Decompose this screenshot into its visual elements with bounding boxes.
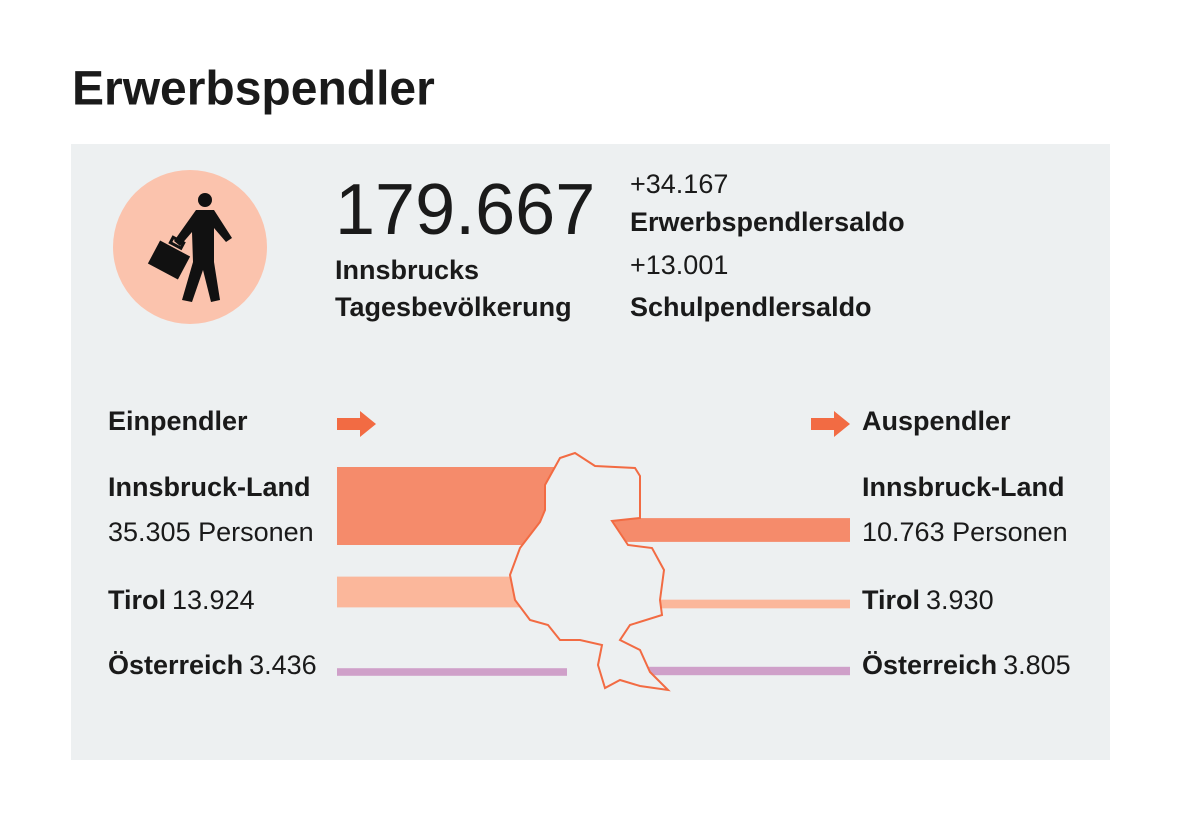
out-region-name: Tirol (862, 585, 920, 615)
balance-value: +34.167 (630, 169, 728, 199)
in-count: 13.924 (172, 585, 255, 615)
total-value: 179.667 (335, 170, 595, 250)
out-bar (610, 599, 850, 609)
out-title: Auspendler (862, 406, 1011, 436)
out-region-name: Innsbruck-Land (862, 472, 1065, 502)
balance-name: Erwerbspendlersaldo (630, 207, 905, 237)
in-count: 35.305 Personen (108, 517, 314, 547)
arrow (337, 411, 376, 437)
total-caption: Innsbrucks (335, 255, 479, 285)
title: Erwerbspendler (72, 63, 435, 116)
in-region-name: Österreich (108, 650, 243, 680)
flow-labels: Innsbruck-Land 35.305 Personen Innsbruck-L… (108, 472, 1071, 680)
out-count: 3.805 (1003, 650, 1071, 680)
arrow (811, 411, 850, 437)
balance-name: Schulpendlersaldo (630, 292, 872, 322)
out-count: 3.930 (926, 585, 994, 615)
map-outline (508, 451, 671, 692)
out-bar (610, 666, 850, 676)
in-region-name: Innsbruck-Land (108, 472, 311, 502)
out-row-label: Österreich 3.805 (862, 650, 1071, 680)
in-row-label: Tirol 13.924 (108, 585, 255, 615)
in-row-label: Österreich 3.436 (108, 650, 317, 680)
total-caption: Tagesbevölkerung (335, 292, 572, 322)
in-title: Einpendler (108, 406, 248, 436)
out-count: 10.763 Personen (862, 517, 1068, 547)
in-region-name: Tirol (108, 585, 166, 615)
out-region-name: Österreich (862, 650, 997, 680)
out-row-label: Tirol 3.930 (862, 585, 994, 615)
out-bar (610, 518, 850, 542)
in-bar (337, 668, 567, 676)
balance-value: +13.001 (630, 250, 728, 280)
commuter-icon (113, 170, 267, 324)
in-count: 3.436 (249, 650, 317, 680)
in-bar (337, 467, 567, 545)
